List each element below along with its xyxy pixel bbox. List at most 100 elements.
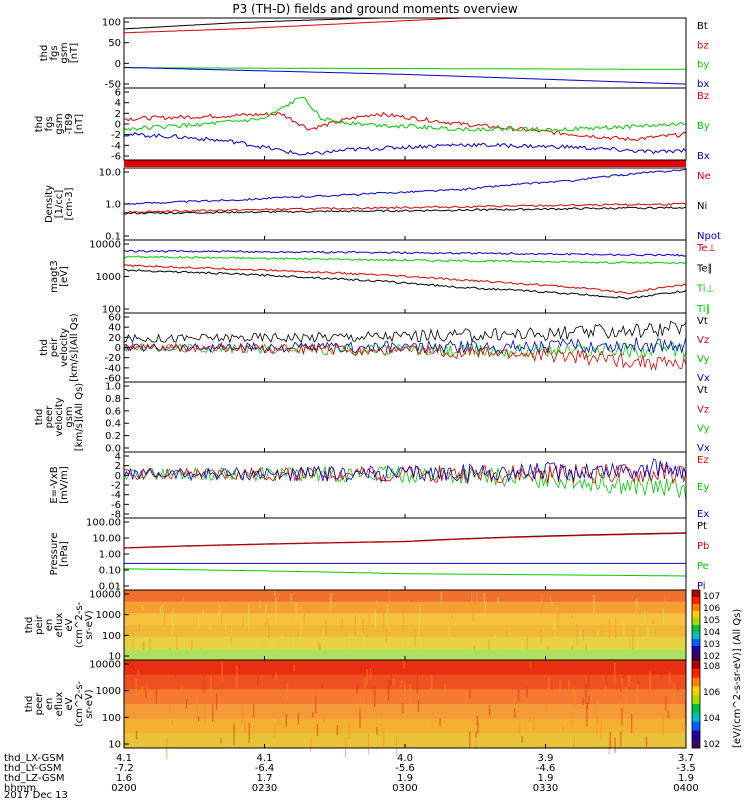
heatmap-streak	[362, 617, 364, 635]
y-tick-label: 10	[108, 740, 121, 751]
heatmap-streak	[352, 635, 354, 645]
heatmap-streak	[497, 597, 499, 605]
colorbar-tick-label: 105	[703, 616, 720, 626]
heatmap-streak	[574, 689, 576, 708]
legend-entry: Vz	[697, 335, 709, 346]
heatmap-streak	[540, 593, 543, 613]
colorbar-segment	[692, 668, 700, 679]
colorbar-segment	[692, 712, 700, 723]
heatmap-streak	[636, 627, 638, 636]
panel-ylabel: [cm-3]	[64, 187, 75, 220]
panel-ylabel: sr-eV)	[84, 610, 95, 639]
heatmap-streak	[582, 630, 585, 641]
heatmap-streak	[597, 630, 599, 638]
colorbar-tick-label: 107	[703, 592, 720, 602]
heatmap-streak	[233, 724, 235, 745]
heatmap-streak	[600, 720, 602, 741]
heatmap-band	[124, 625, 686, 638]
heatmap-streak	[336, 724, 338, 736]
heatmap-streak	[548, 677, 550, 690]
heatmap-streak	[204, 705, 206, 723]
heatmap-streak	[479, 605, 481, 613]
heatmap-streak	[608, 618, 610, 639]
heatmap-streak	[620, 684, 622, 692]
heatmap-streak	[164, 611, 166, 626]
heatmap-streak	[385, 627, 387, 642]
heatmap-band	[124, 636, 686, 649]
heatmap-streak	[202, 609, 204, 615]
y-tick-label: -8	[111, 510, 121, 521]
heatmap-streak	[241, 704, 244, 725]
colorbar-tick-label: 102	[703, 740, 720, 750]
heatmap-streak	[149, 638, 151, 659]
footer-value: 3.9	[538, 753, 554, 764]
heatmap-streak	[356, 684, 358, 695]
panel-ylabel: thd	[39, 339, 50, 356]
footer-value: -3.5	[676, 763, 696, 774]
heatmap-streak	[476, 715, 478, 725]
heatmap-streak	[395, 736, 397, 756]
legend-entry: Ez	[697, 455, 709, 466]
panel-ylabel: eflux	[54, 613, 65, 638]
panel-ylabel: [1/cc]	[54, 190, 65, 219]
colorbar-segment	[692, 604, 700, 612]
heatmap-streak	[172, 608, 174, 627]
heatmap-streak	[197, 614, 200, 628]
footer-value: 0200	[111, 783, 136, 794]
series-line-red	[123, 17, 686, 34]
heatmap-streak	[488, 640, 490, 655]
heatmap-streak	[631, 713, 633, 734]
panel-ylabel: eV	[64, 618, 75, 631]
heatmap-streak	[349, 632, 352, 653]
heatmap-streak	[176, 632, 178, 650]
heatmap-streak	[588, 695, 590, 705]
heatmap-streak	[220, 614, 222, 624]
legend-entry: Vz	[697, 404, 709, 415]
heatmap-band	[124, 660, 686, 676]
heatmap-streak	[526, 633, 528, 649]
heatmap-band	[124, 674, 686, 690]
heatmap-streak	[382, 608, 385, 631]
heatmap-streak	[136, 640, 139, 659]
footer-value: 4.0	[397, 753, 413, 764]
heatmap-streak	[382, 727, 385, 747]
heatmap-streak	[286, 683, 289, 702]
y-tick-label: 2	[115, 461, 121, 472]
colorbar-segment	[692, 618, 700, 626]
panel-ylabel: thd	[34, 116, 45, 133]
heatmap-streak	[303, 604, 305, 625]
colorbar-segment	[692, 639, 700, 647]
heatmap-streak	[623, 621, 625, 637]
series-line-blue	[124, 66, 687, 85]
panel-7	[123, 451, 687, 519]
heatmap-streak	[135, 678, 137, 697]
heatmap-streak	[626, 636, 629, 651]
heatmap-streak	[216, 693, 218, 711]
y-tick-label: 10000	[89, 590, 121, 601]
heatmap-streak	[571, 712, 573, 725]
panel-ylabel: [km/s](All Qs)	[74, 383, 85, 451]
heatmap-streak	[521, 736, 523, 743]
panel-ylabel: [nT]	[74, 114, 85, 134]
heatmap-streak	[619, 700, 621, 718]
heatmap-streak	[665, 695, 667, 711]
panel-frame	[123, 17, 687, 89]
panel-3	[123, 167, 687, 241]
heatmap-streak	[316, 724, 319, 736]
heatmap-streak	[297, 713, 300, 725]
heatmap-streak	[219, 603, 221, 618]
y-tick-label: -6	[111, 152, 121, 163]
legend-entry: Vy	[697, 424, 710, 435]
heatmap-streak	[182, 596, 184, 606]
legend-entry: Ne	[697, 171, 711, 182]
legend-entry: Ex	[697, 509, 709, 520]
heatmap-streak	[582, 697, 584, 705]
y-tick-label: 20	[108, 333, 121, 344]
colorbar-tick-label: 106	[703, 688, 720, 698]
panel-ylabel: peir	[49, 337, 60, 357]
footer-value: 0330	[533, 783, 558, 794]
y-tick-label: 100	[102, 18, 121, 29]
legend-entry: Ey	[697, 482, 709, 493]
heatmap-streak	[257, 666, 259, 688]
heatmap-streak	[437, 709, 439, 715]
